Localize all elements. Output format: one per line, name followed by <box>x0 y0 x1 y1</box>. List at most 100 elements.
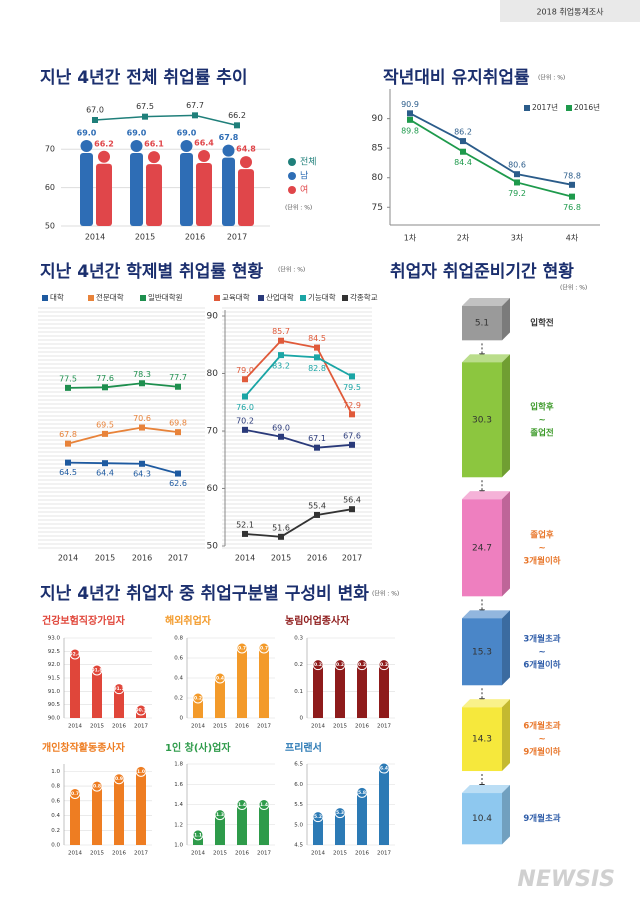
category-label: 3개월초과 <box>523 633 560 644</box>
value-label: 67.0 <box>86 106 104 115</box>
value-label: 66.1 <box>144 140 164 149</box>
x-tick-label: 2014 <box>68 724 82 730</box>
value-label: 85.7 <box>272 327 290 336</box>
y-tick-label: 85 <box>372 144 383 154</box>
value-label: 69.5 <box>96 420 114 429</box>
x-tick-label: 2017 <box>342 554 362 563</box>
value-label: 0.9 <box>115 776 123 782</box>
y-tick-label: 1.6 <box>174 782 183 788</box>
x-tick-label: 2016 <box>307 554 327 563</box>
bar-cap <box>356 786 368 798</box>
person-head <box>148 151 160 164</box>
y-tick-label: 75 <box>372 203 383 213</box>
panel-title: 농림어업종사자 <box>285 614 350 627</box>
x-tick-label: 2015 <box>95 554 115 563</box>
line <box>409 119 573 198</box>
bar-cap <box>236 799 248 810</box>
y-tick-label: 0.8 <box>174 636 183 642</box>
legend-label: 일반대학원 <box>148 292 183 302</box>
chart-title: 취업자 취업준비기간 현황 <box>390 261 574 282</box>
box-side-shade <box>502 491 510 597</box>
bar-cap <box>258 799 270 810</box>
value-label: 51.6 <box>272 523 290 532</box>
point <box>242 376 248 383</box>
box-side <box>502 491 510 597</box>
bar <box>215 678 225 718</box>
legend-label: 여 <box>300 184 308 196</box>
value-label: 0.2 <box>380 662 388 668</box>
value-label: 64.5 <box>59 468 77 477</box>
person-bar <box>146 164 162 226</box>
point <box>139 460 145 467</box>
value-label: 76.8 <box>563 203 581 212</box>
y-tick-label: 80 <box>372 173 384 183</box>
legend-label: 기능대학 <box>308 292 336 302</box>
value-label: 78.8 <box>563 171 581 180</box>
watermark: NEWSIS <box>517 867 615 892</box>
bar-cap <box>113 683 125 695</box>
x-tick-label: 2016 <box>112 724 126 730</box>
bar <box>335 812 345 845</box>
bar <box>313 664 323 718</box>
box-top <box>462 610 510 619</box>
value-label: 90.3 <box>135 708 146 714</box>
category-label: ~ <box>538 415 545 425</box>
bar <box>92 786 102 845</box>
box <box>462 499 502 597</box>
y-tick-label: 90.0 <box>48 716 61 722</box>
value-label: 1.0 <box>137 769 145 775</box>
bar-cap <box>192 692 204 704</box>
category-label: 졸업후 <box>530 529 554 540</box>
box-top-shade <box>462 610 510 619</box>
line <box>94 114 238 127</box>
box-side-shade <box>502 610 510 686</box>
point <box>314 344 320 351</box>
y-tick-label: 0 <box>300 716 304 722</box>
value-label: 0.4 <box>216 676 224 682</box>
bar-cap <box>113 773 125 785</box>
bar <box>215 814 225 845</box>
legend-swatch <box>214 295 220 301</box>
y-tick-label: 91.0 <box>48 689 61 695</box>
value-label: 0.2 <box>358 662 366 668</box>
x-tick-label: 2014 <box>235 554 255 563</box>
y-tick-label: 0.2 <box>174 696 183 702</box>
value-label: 62.6 <box>169 479 187 488</box>
value-label: 64.3 <box>133 469 151 478</box>
point <box>102 430 108 437</box>
y-tick-label: 0.6 <box>51 798 60 804</box>
person-bar <box>238 169 254 226</box>
bar <box>379 664 389 718</box>
bar-cap <box>192 829 204 841</box>
x-tick-label: 2016 <box>112 851 126 857</box>
value-label: 80.6 <box>508 161 526 170</box>
point <box>460 138 466 145</box>
legend-swatch <box>566 105 572 111</box>
value-label: 66.2 <box>228 111 246 120</box>
x-tick-label: 2017 <box>377 851 391 857</box>
box-side-shade <box>502 298 510 341</box>
y-tick-label: 91.5 <box>48 676 61 682</box>
value-label: 0.7 <box>260 646 268 652</box>
category-label: ~ <box>538 735 545 745</box>
box-side <box>502 298 510 341</box>
bar <box>136 771 146 845</box>
point <box>139 424 145 431</box>
y-tick-label: 50 <box>45 222 55 231</box>
point <box>278 352 284 359</box>
box-side-shade <box>502 354 510 478</box>
point <box>142 113 148 120</box>
legend-label: 교육대학 <box>222 292 250 302</box>
point <box>175 383 181 390</box>
panel-title: 해외취업자 <box>165 614 212 627</box>
bar-cap <box>312 659 324 671</box>
y-tick-label: 0 <box>180 716 184 722</box>
person-head <box>240 156 252 169</box>
line <box>67 461 179 475</box>
x-tick-label: 2015 <box>271 554 291 563</box>
person-bar <box>180 153 193 226</box>
bar <box>237 648 247 718</box>
value-label: 67.8 <box>219 133 239 142</box>
y-tick-label: 90 <box>207 312 219 322</box>
